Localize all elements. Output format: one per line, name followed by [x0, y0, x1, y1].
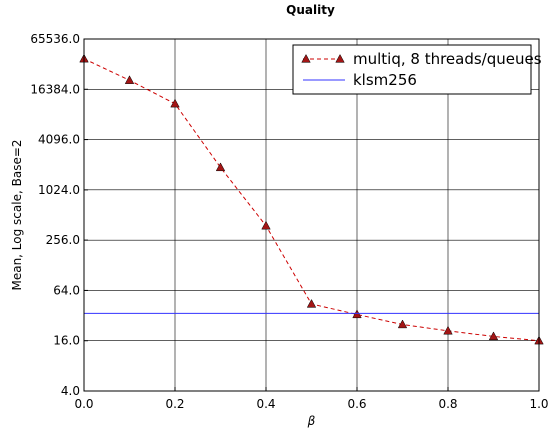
legend-label: multiq, 8 threads/queues	[353, 50, 542, 68]
chart-title: Quality	[286, 3, 335, 17]
series-line	[83, 58, 540, 342]
legend: multiq, 8 threads/queues klsm256	[292, 44, 542, 95]
data-point	[170, 98, 180, 108]
legend-label: klsm256	[353, 71, 417, 89]
x-tick-label: 0.8	[438, 397, 457, 411]
y-tick-label: 65536.0	[30, 32, 80, 46]
x-axis-label: β	[307, 414, 316, 428]
y-axis-label: Mean, Log scale, Base=2	[10, 139, 24, 290]
y-tick-label: 4.0	[61, 384, 80, 398]
legend-entry: multiq, 8 threads/queues	[301, 50, 542, 68]
x-tick-label: 0.2	[165, 397, 184, 411]
data-point	[488, 331, 499, 341]
legend-marker	[335, 53, 345, 63]
series-layer	[79, 53, 544, 345]
data-point	[306, 298, 317, 308]
y-tick-label: 64.0	[53, 283, 80, 297]
y-tick-label: 16384.0	[30, 82, 80, 96]
data-point	[124, 75, 135, 84]
x-tick-label: 0.6	[347, 397, 366, 411]
legend-box	[292, 44, 532, 95]
y-tick-label: 4096.0	[38, 133, 80, 147]
y-tick-label: 1024.0	[38, 183, 80, 197]
legend-marker	[301, 53, 311, 63]
series-0	[79, 53, 544, 345]
y-tick-label: 16.0	[53, 334, 80, 348]
data-point	[443, 325, 453, 335]
x-tick-label: 0.4	[256, 397, 275, 411]
data-point	[215, 162, 226, 172]
y-tick-label: 256.0	[46, 233, 80, 247]
data-point	[397, 319, 408, 329]
data-point	[352, 309, 362, 319]
data-point	[261, 220, 271, 230]
legend-entry: klsm256	[303, 71, 417, 89]
x-tick-label: 1.0	[529, 397, 548, 411]
axis-ticks: 0.0 0.2 0.4 0.6 0.8 1.0 4.0 16.0 64.0 256.0 1024.0…	[30, 32, 548, 411]
plot-area-frame	[83, 38, 540, 392]
x-tick-label: 0.0	[74, 397, 93, 411]
